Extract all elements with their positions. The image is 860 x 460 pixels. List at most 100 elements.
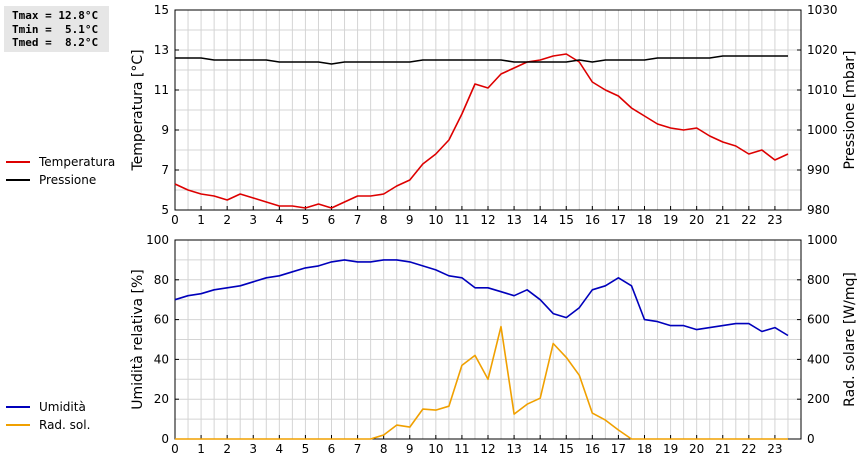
y2-tick-label: 600 <box>807 313 830 327</box>
legend-swatch-umidita <box>6 406 30 408</box>
x-tick-label: 7 <box>354 213 362 227</box>
x-tick-label: 23 <box>767 213 782 227</box>
x-tick-label: 22 <box>741 442 756 456</box>
y2-tick-label: 1020 <box>807 43 838 57</box>
legend-item-radsol: Rad. sol. <box>6 416 90 434</box>
x-tick-label: 1 <box>197 442 205 456</box>
x-tick-label: 16 <box>585 213 600 227</box>
x-tick-label: 2 <box>223 213 231 227</box>
x-tick-label: 6 <box>328 442 336 456</box>
legend-label-pressione: Pressione <box>39 173 97 187</box>
series-line-umidit <box>174 259 789 337</box>
x-tick-label: 6 <box>328 213 336 227</box>
y-tick-label: 9 <box>161 123 169 137</box>
x-tick-label: 19 <box>663 213 678 227</box>
x-tick-label: 16 <box>585 442 600 456</box>
x-tick-label: 17 <box>611 442 626 456</box>
legend-item-umidita: Umidità <box>6 398 90 416</box>
x-tick-label: 11 <box>454 442 469 456</box>
x-tick-label: 23 <box>767 442 782 456</box>
x-tick-label: 21 <box>715 442 730 456</box>
y-tick-label: 11 <box>154 83 169 97</box>
y-tick-label: 15 <box>154 3 169 17</box>
y-tick-label: 40 <box>154 352 169 366</box>
x-tick-label: 5 <box>302 213 310 227</box>
x-tick-label: 3 <box>249 442 257 456</box>
x-tick-label: 21 <box>715 213 730 227</box>
y-tick-label: 7 <box>161 163 169 177</box>
legend-item-pressione: Pressione <box>6 171 115 189</box>
x-tick-label: 9 <box>406 213 414 227</box>
tmed-stat: Tmed = 8.2°C <box>12 36 99 49</box>
legend-label-umidita: Umidità <box>39 400 86 414</box>
y2-tick-label: 980 <box>807 203 830 217</box>
x-tick-label: 9 <box>406 442 414 456</box>
x-tick-label: 0 <box>171 442 179 456</box>
x-tick-label: 15 <box>559 213 574 227</box>
series-line-rad-sol <box>175 325 788 440</box>
x-tick-label: 11 <box>454 213 469 227</box>
y2-tick-label: 800 <box>807 273 830 287</box>
y-tick-label: 0 <box>161 432 169 446</box>
x-tick-label: 8 <box>380 213 388 227</box>
legend-label-temperatura: Temperatura <box>39 155 116 169</box>
x-tick-label: 15 <box>559 442 574 456</box>
legend-top: Temperatura Pressione <box>6 153 115 189</box>
x-tick-label: 5 <box>302 442 310 456</box>
y-tick-label: 13 <box>154 43 169 57</box>
y2-tick-label: 1000 <box>807 233 838 247</box>
x-tick-label: 17 <box>611 213 626 227</box>
x-tick-label: 2 <box>223 442 231 456</box>
tmax-stat: Tmax = 12.8°C <box>12 9 99 22</box>
x-tick-label: 22 <box>741 213 756 227</box>
x-tick-label: 4 <box>276 213 284 227</box>
x-tick-label: 3 <box>249 213 257 227</box>
x-tick-label: 4 <box>276 442 284 456</box>
chart-2: 0 1 2 3 4 5 6 7 8 9 10 11 12 13 14 15 16 17 18 19 20 21 22 2302… <box>130 233 858 456</box>
y-tick-label: 60 <box>154 313 169 327</box>
x-tick-label: 18 <box>637 442 652 456</box>
y-tick-label: 100 <box>146 233 169 247</box>
y2-tick-label: 200 <box>807 392 830 406</box>
tmin-stat: Tmin = 5.1°C <box>12 22 99 36</box>
x-tick-label: 14 <box>533 213 548 227</box>
x-tick-label: 7 <box>354 442 362 456</box>
y2-tick-label: 1010 <box>807 83 838 97</box>
stats-box: Tmax = 12.8°C Tmin = 5.1°C Tmed = 8.2°C <box>4 6 109 52</box>
x-tick-label: 1 <box>197 213 205 227</box>
y2-tick-label: 0 <box>807 432 815 446</box>
x-tick-label: 20 <box>689 442 704 456</box>
y-tick-label: 20 <box>154 392 169 406</box>
x-tick-label: 12 <box>480 442 495 456</box>
y-axis-label: Umidità relativa [%] <box>130 269 146 410</box>
legend-swatch-temperatura <box>6 161 30 163</box>
y-tick-label: 80 <box>154 273 169 287</box>
y2-tick-label: 1000 <box>807 123 838 137</box>
x-tick-label: 10 <box>428 213 443 227</box>
x-tick-label: 0 <box>171 213 179 227</box>
x-tick-label: 13 <box>506 442 521 456</box>
y2-tick-label: 400 <box>807 352 830 366</box>
y2-axis-label: Rad. solare [W/mq] <box>842 272 858 407</box>
y2-tick-label: 990 <box>807 163 830 177</box>
x-tick-label: 12 <box>480 213 495 227</box>
x-tick-label: 13 <box>506 213 521 227</box>
y2-axis-label: Pressione [mbar] <box>842 50 858 169</box>
y-tick-label: 5 <box>161 203 169 217</box>
x-tick-label: 10 <box>428 442 443 456</box>
x-tick-label: 20 <box>689 213 704 227</box>
x-tick-label: 19 <box>663 442 678 456</box>
x-tick-label: 18 <box>637 213 652 227</box>
x-tick-label: 14 <box>533 442 548 456</box>
y-axis-label: Temperatura [°C] <box>130 49 146 171</box>
legend-swatch-pressione <box>6 179 30 181</box>
legend-swatch-radsol <box>6 424 30 426</box>
chart-1: 0 1 2 3 4 5 6 7 8 9 10 11 12 13 14 15 16 17 18 19 20 21 22 2357… <box>130 3 858 227</box>
series-line-temperatura <box>174 53 789 209</box>
legend-label-radsol: Rad. sol. <box>39 418 91 432</box>
x-tick-label: 8 <box>380 442 388 456</box>
legend-bottom: Umidità Rad. sol. <box>6 398 90 434</box>
series-line-pressione <box>175 55 788 65</box>
legend-item-temperatura: Temperatura <box>6 153 115 171</box>
